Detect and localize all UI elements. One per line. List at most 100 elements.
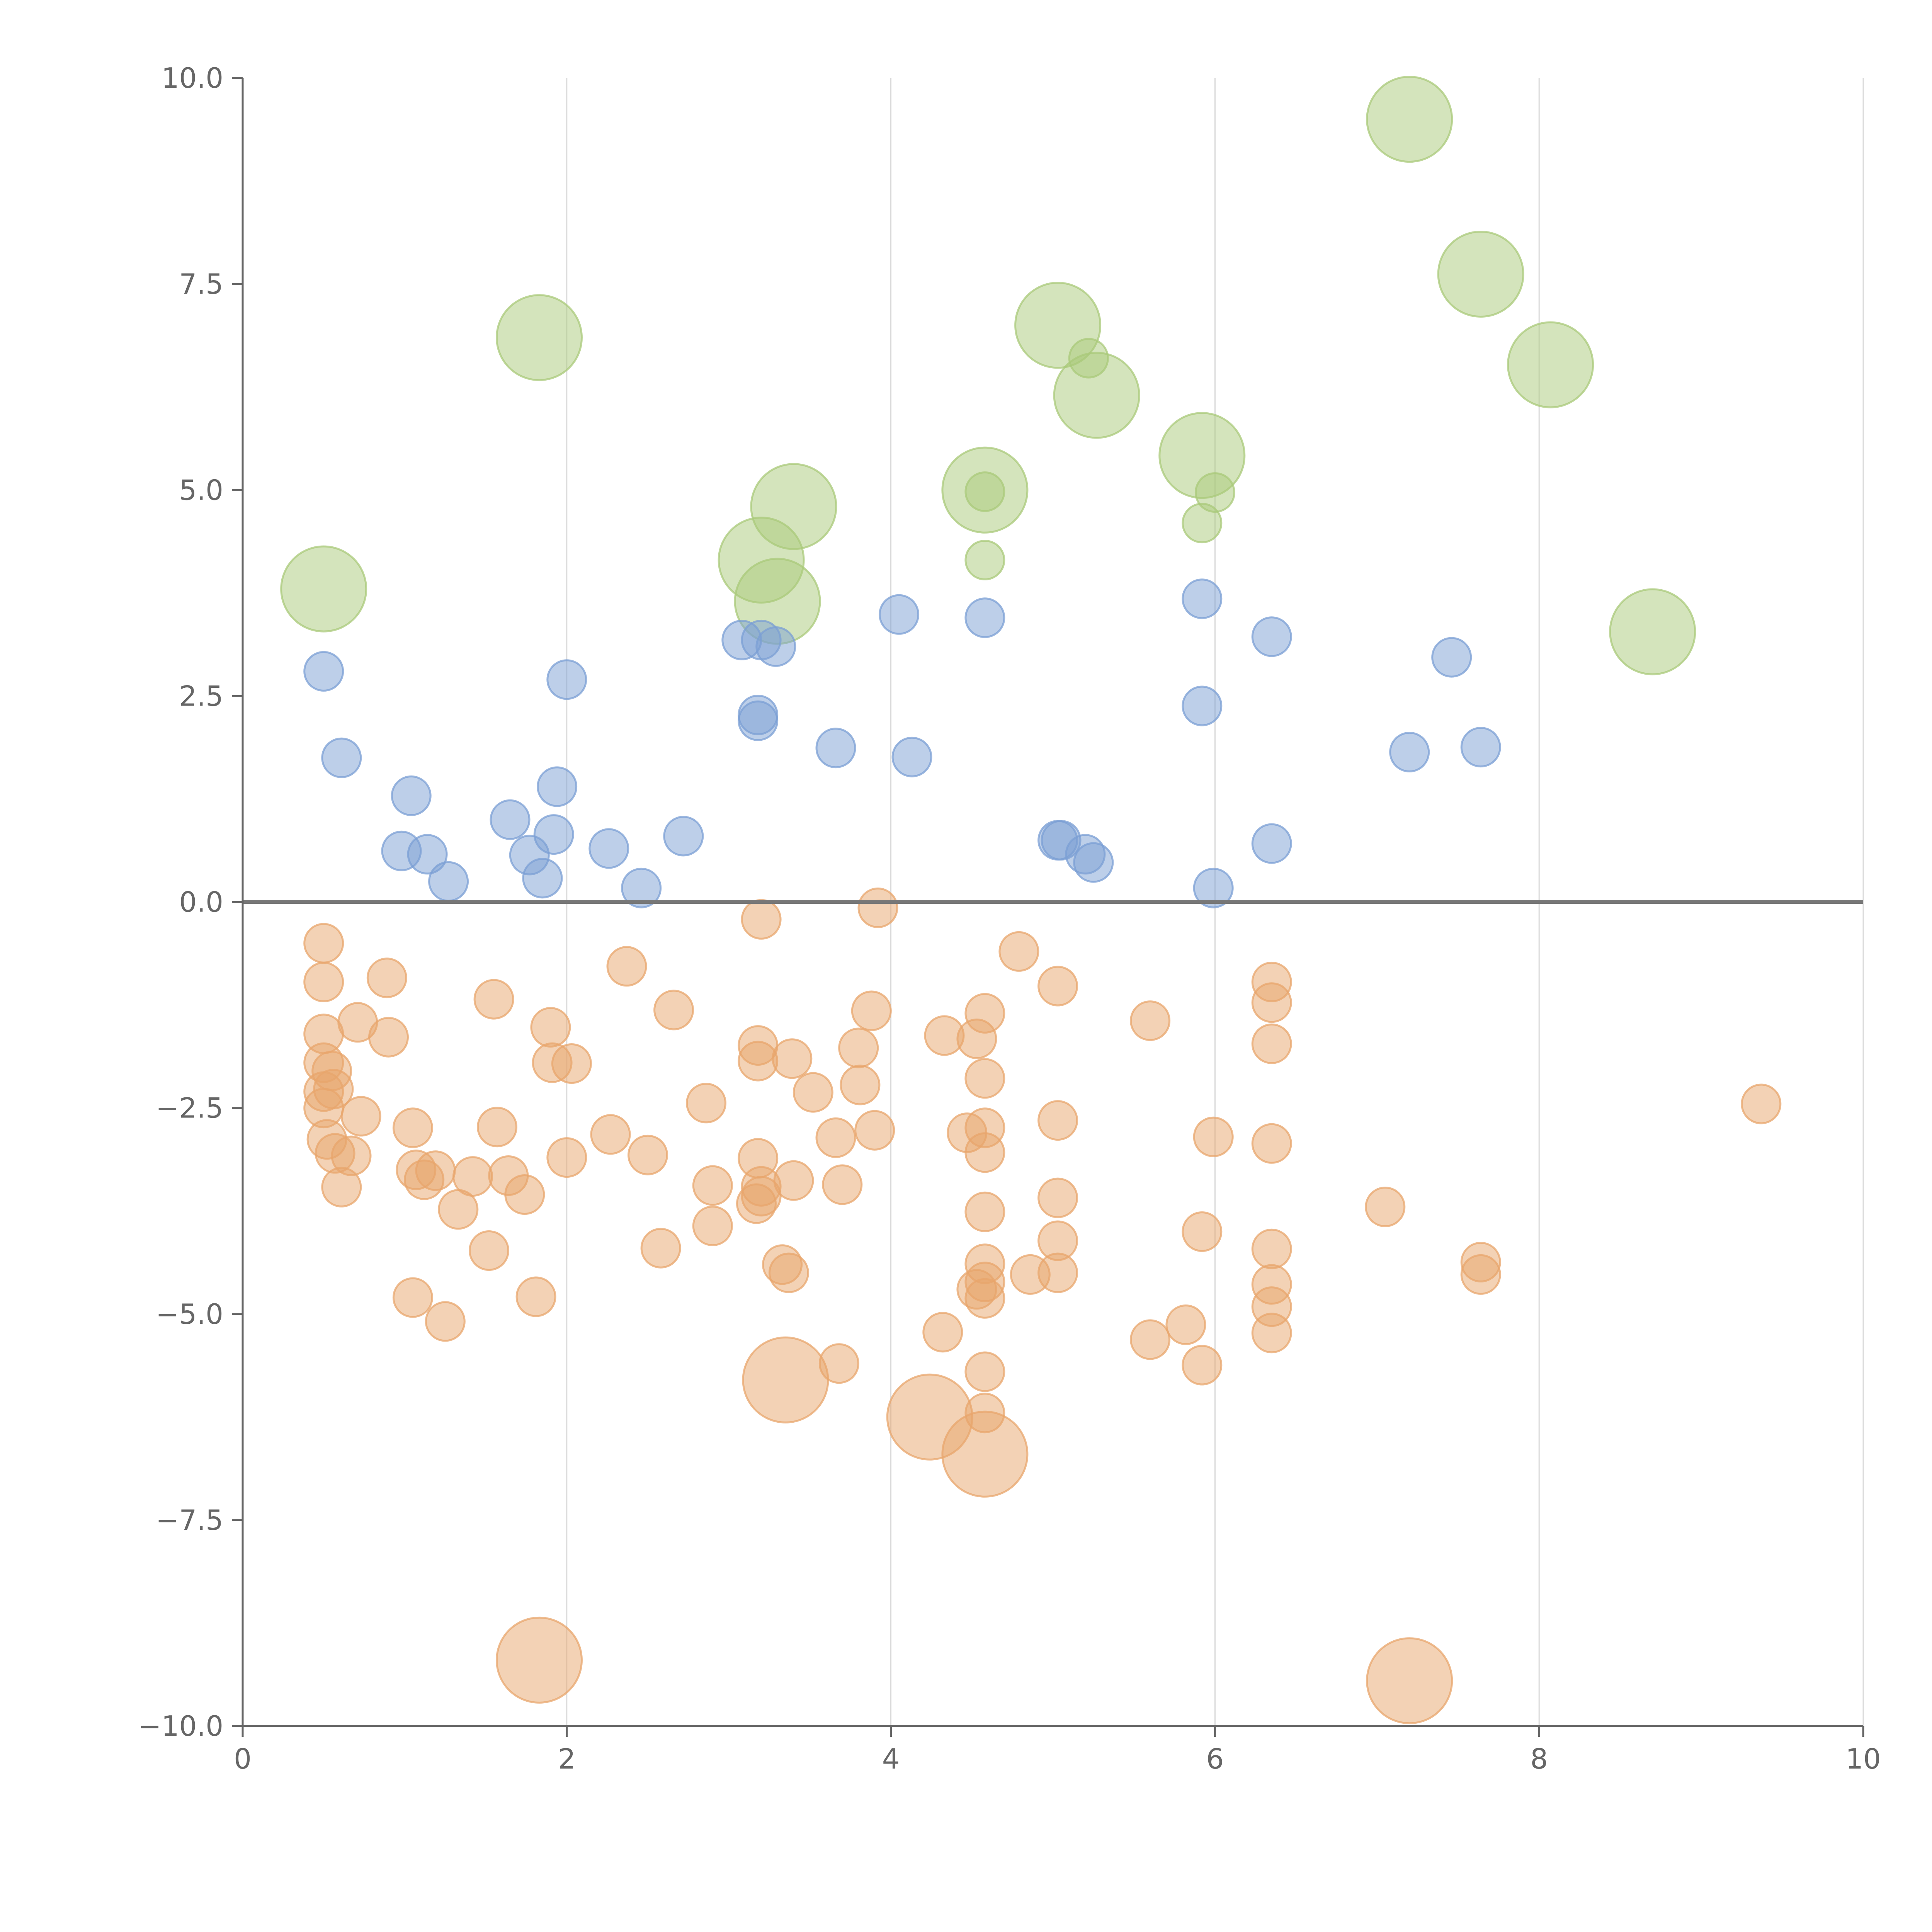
bubble-point — [1037, 966, 1078, 1007]
bubble-point — [692, 1165, 733, 1206]
bubble-point — [1389, 731, 1430, 772]
bubble-point — [741, 1176, 782, 1217]
bubble-point — [879, 594, 920, 635]
bubble-point — [1165, 1304, 1206, 1345]
bubble-point — [964, 993, 1005, 1034]
bubble-point — [530, 1007, 571, 1048]
bubble-point — [922, 1312, 963, 1353]
y-tick-label: 10.0 — [162, 62, 223, 94]
bubble-point — [1073, 842, 1114, 883]
bubble-point — [964, 471, 1005, 512]
bubble-point — [738, 1041, 779, 1082]
bubble-point — [1251, 1228, 1292, 1269]
x-tick-label: 8 — [1530, 1743, 1548, 1775]
bubble-point — [537, 766, 578, 807]
bubble-point — [425, 1301, 466, 1342]
bubble-point — [857, 887, 898, 928]
bubble-point — [998, 931, 1039, 972]
bubble-point — [1037, 1252, 1078, 1293]
bubble-point — [1251, 1123, 1292, 1164]
bubble-point — [392, 1277, 433, 1318]
bubble-point — [303, 923, 344, 964]
bubble-point — [686, 1083, 726, 1124]
bubble-point — [1251, 616, 1292, 657]
bubble-point — [415, 1150, 456, 1191]
bubble-point — [496, 1616, 583, 1704]
bubble-point — [533, 814, 574, 855]
bubble-point — [473, 979, 514, 1020]
bubble-point — [964, 1278, 1005, 1319]
y-tick-label: −2.5 — [156, 1092, 223, 1124]
x-tick-label: 2 — [558, 1743, 576, 1775]
bubble-point — [1431, 637, 1472, 678]
bubble-point — [692, 1206, 733, 1247]
bubble-point — [477, 1107, 517, 1148]
bubble-point — [1130, 1000, 1171, 1041]
bubble-point — [1366, 76, 1453, 163]
bubble-point — [1037, 1100, 1078, 1141]
bubble-point — [590, 1114, 631, 1155]
bubble-point — [1251, 982, 1292, 1023]
bubble-point — [303, 961, 344, 1002]
bubble-point — [663, 816, 704, 857]
x-tick-label: 4 — [882, 1743, 900, 1775]
bubble-point — [452, 1156, 493, 1197]
bubble-point — [1037, 1177, 1078, 1218]
bubble-point — [546, 659, 587, 700]
bubble-point — [755, 626, 796, 667]
bubble-point — [1193, 1116, 1234, 1157]
bubble-point — [822, 1164, 863, 1205]
bubble-point — [391, 775, 432, 816]
bubble-point — [606, 946, 647, 987]
bubble-point — [621, 867, 662, 908]
bubble-point — [515, 1276, 556, 1317]
bubble-point — [1460, 727, 1501, 768]
bubble-point — [1741, 1083, 1782, 1124]
bubble-point — [815, 728, 856, 769]
bubble-point — [653, 990, 694, 1031]
bubble-point — [1182, 685, 1223, 726]
bubble-point — [321, 737, 362, 778]
bubble-point — [838, 1027, 879, 1068]
bubble-point — [522, 858, 563, 899]
bubble-point — [964, 540, 1005, 580]
bubble-point — [331, 1135, 372, 1176]
y-tick-label: −5.0 — [156, 1298, 223, 1330]
x-tick-label: 10 — [1845, 1743, 1881, 1775]
y-tick-label: 7.5 — [179, 268, 223, 300]
bubble-point — [628, 1134, 668, 1175]
bubble-point — [1182, 1211, 1223, 1252]
bubble-point — [340, 1096, 381, 1137]
bubble-point — [368, 1017, 409, 1058]
x-tick-label: 6 — [1206, 1743, 1224, 1775]
bubble-point — [428, 861, 469, 902]
bubble-point — [815, 1117, 856, 1158]
bubble-point — [773, 1160, 814, 1201]
bubble-point — [742, 1336, 829, 1423]
bubble-point — [772, 1038, 813, 1079]
bubble-point — [496, 294, 583, 381]
bubble-point — [1182, 578, 1223, 619]
bubble-point — [738, 700, 779, 741]
axis-layer: 0 2 4 6 8 10 10.0 7.5 5.0 2.5 0.0 −2.5 −5.0 −7.5 −10.0 — [138, 62, 1881, 1775]
bubble-point — [407, 834, 448, 875]
y-tick-label: 2.5 — [179, 680, 223, 712]
bubble-point — [1366, 1637, 1453, 1725]
bubble-point — [741, 899, 782, 940]
bubble-point — [1182, 1345, 1223, 1386]
bubble-point — [588, 828, 629, 869]
bubble-point — [1609, 588, 1696, 675]
bubble-point — [546, 1137, 587, 1178]
bubble-point — [891, 736, 932, 777]
bubble-point — [1068, 338, 1109, 379]
bubble-point — [1507, 321, 1594, 408]
bubble-point — [1194, 472, 1235, 513]
bubble-point — [469, 1230, 509, 1271]
bubble-point — [1460, 1254, 1501, 1295]
bubble-point — [490, 799, 531, 840]
bubble-point — [964, 1351, 1005, 1392]
y-tick-label: 5.0 — [179, 474, 223, 506]
bubble-point — [1130, 1319, 1171, 1360]
